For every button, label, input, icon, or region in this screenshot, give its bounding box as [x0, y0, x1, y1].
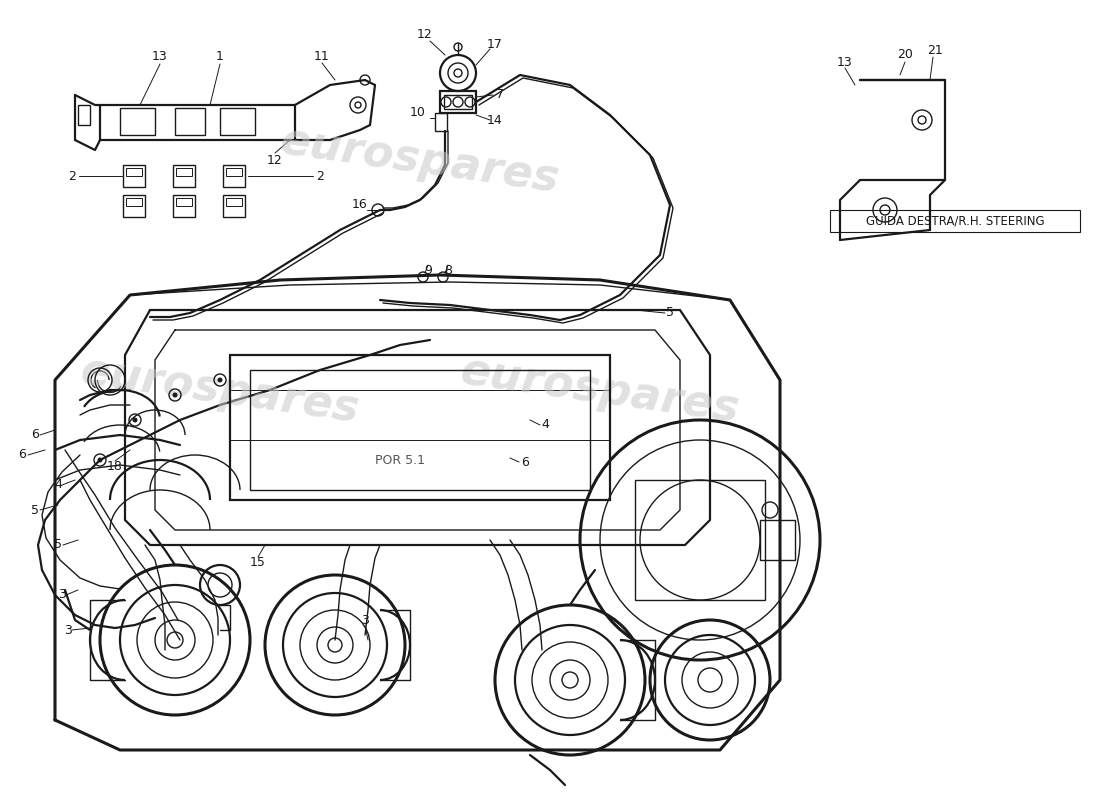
- Text: POR 5.1: POR 5.1: [375, 454, 425, 466]
- Text: 5: 5: [666, 306, 674, 319]
- Text: 6: 6: [521, 455, 529, 469]
- Text: 7: 7: [496, 89, 504, 102]
- Text: GUIDA DESTRA/R.H. STEERING: GUIDA DESTRA/R.H. STEERING: [866, 214, 1044, 227]
- Text: 17: 17: [487, 38, 503, 51]
- Text: 3: 3: [361, 614, 368, 626]
- Bar: [226, 198, 242, 206]
- Text: 13: 13: [837, 55, 852, 69]
- Bar: [444, 95, 472, 109]
- Bar: [123, 165, 145, 187]
- Text: 4: 4: [54, 478, 62, 491]
- Text: 5: 5: [31, 503, 38, 517]
- Bar: [176, 198, 192, 206]
- Text: 11: 11: [315, 50, 330, 63]
- Bar: [173, 195, 195, 217]
- Bar: [250, 370, 590, 490]
- Text: 20: 20: [898, 49, 913, 62]
- Circle shape: [98, 458, 102, 462]
- Text: eurospares: eurospares: [458, 349, 742, 431]
- Text: 16: 16: [352, 198, 367, 211]
- Bar: [440, 91, 476, 113]
- Text: 8: 8: [444, 263, 452, 277]
- Bar: [126, 168, 142, 176]
- Bar: [223, 165, 245, 187]
- Text: 10: 10: [410, 106, 426, 119]
- Bar: [220, 108, 255, 135]
- Text: 1: 1: [216, 50, 224, 63]
- Bar: [434, 113, 447, 131]
- Bar: [760, 520, 795, 560]
- Text: 6: 6: [31, 429, 38, 442]
- Bar: [78, 105, 90, 125]
- Text: 15: 15: [250, 557, 266, 570]
- Text: 5: 5: [54, 538, 62, 551]
- Text: 4: 4: [541, 418, 549, 431]
- Text: 2: 2: [68, 170, 76, 182]
- Bar: [830, 210, 1080, 232]
- Text: 3: 3: [58, 589, 66, 602]
- Text: 6: 6: [18, 449, 26, 462]
- Text: 18: 18: [107, 461, 123, 474]
- Circle shape: [218, 378, 222, 382]
- Text: 12: 12: [267, 154, 283, 166]
- Text: 3: 3: [64, 623, 72, 637]
- Bar: [176, 168, 192, 176]
- Bar: [173, 165, 195, 187]
- Bar: [123, 195, 145, 217]
- Text: 12: 12: [417, 29, 433, 42]
- Text: 21: 21: [927, 43, 943, 57]
- Text: eurospares: eurospares: [78, 349, 362, 431]
- Text: 13: 13: [152, 50, 168, 63]
- Bar: [635, 480, 764, 600]
- Circle shape: [173, 393, 177, 397]
- Text: 14: 14: [487, 114, 503, 126]
- Bar: [226, 168, 242, 176]
- Bar: [223, 195, 245, 217]
- Text: eurospares: eurospares: [277, 119, 562, 201]
- Bar: [230, 355, 610, 500]
- Bar: [126, 198, 142, 206]
- Bar: [120, 108, 155, 135]
- Text: 9: 9: [425, 263, 432, 277]
- Circle shape: [133, 418, 138, 422]
- Text: 2: 2: [316, 170, 323, 182]
- Bar: [175, 108, 205, 135]
